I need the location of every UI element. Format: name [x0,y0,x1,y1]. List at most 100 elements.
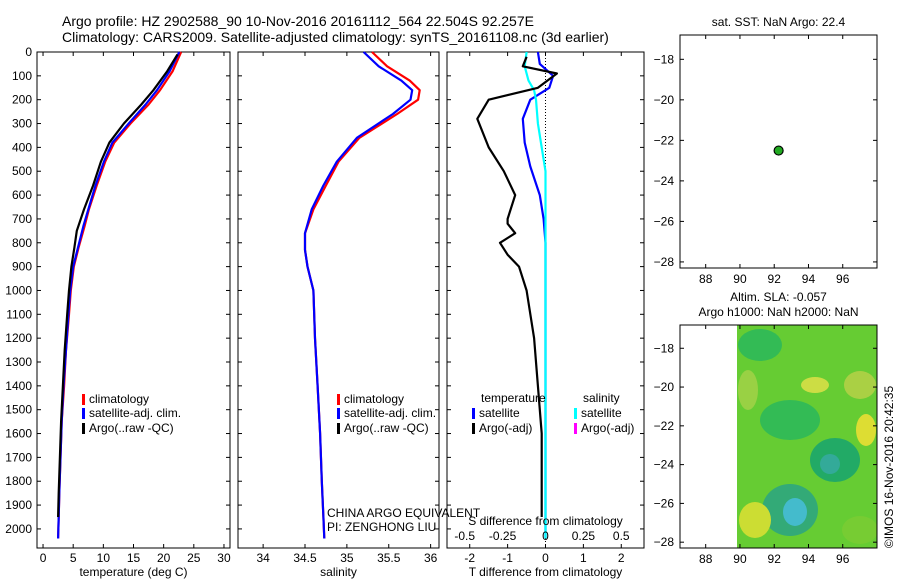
figure-title-line1: Argo profile: HZ 2902588_90 10-Nov-2016 … [62,13,534,29]
float-position-marker [773,145,784,156]
temperature-legend-satellite-label: satellite-adj. clim. [89,406,181,420]
depth-tick-label: 200 [12,93,32,107]
sst_map-ytick-label: −22 [654,133,675,147]
sla-heatmap [737,325,877,548]
sla_map-ytick-label: −20 [654,380,675,394]
sla_map-xtick-label: 94 [802,552,816,566]
sst_map-frame [679,34,878,269]
temperature-xlabel: temperature (deg C) [79,565,187,579]
temperature-xtick-label: 0 [40,551,47,565]
differences-xtick-label: -1 [502,551,513,565]
diff-legend-s-satellite-swatch [574,408,577,419]
depth-tick-label: 1200 [5,331,32,345]
depth-tick-label: 1900 [5,498,32,512]
sst_map-xtick-label: 96 [836,272,850,286]
sla_map-ytick-label: −24 [654,458,675,472]
salinity-xtick-label: 35 [340,551,354,565]
sla_map-xtick-label: 96 [836,552,850,566]
diff-legend-t-argo-label: Argo(-adj) [479,421,532,435]
depth-tick-label: 600 [12,188,32,202]
float-annotation-pi: PI: ZENGHONG LIU [327,520,436,534]
differences-xtick-label: 0 [542,551,549,565]
temperature-xtick-label: 30 [217,551,231,565]
sst_map-ytick-label: −24 [654,174,675,188]
depth-tick-label: 1700 [5,450,32,464]
sla-blob [842,516,877,544]
salinity-xtick-label: 35.5 [377,551,401,565]
sla-blob [820,454,840,474]
sla_map-title-2: Argo h1000: NaN h2000: NaN [698,305,858,319]
sla_map-xtick-label: 92 [768,552,782,566]
float-annotation-program: CHINA ARGO EQUIVALENT [327,506,481,520]
sla_map-frame [679,324,878,549]
differences-xtick-label: 1 [580,551,587,565]
sla-blob [801,377,829,393]
imos-timestamp: ©IMOS 16-Nov-2016 20:42:35 [882,386,896,549]
salinity-xtick-label: 34 [256,551,270,565]
differences-xlabel: T difference from climatology [469,565,623,579]
salinity-legend-climatology-label: climatology [344,392,404,406]
figure-title-line2: Climatology: CARS2009. Satellite-adjuste… [62,29,609,45]
sla_map-ytick-label: −26 [654,496,675,510]
salinity-legend-argo-label: Argo(..raw -QC) [344,421,429,435]
depth-tick-label: 1600 [5,427,32,441]
depth-tick-label: 2000 [5,522,32,536]
depth-tick-label: 400 [12,140,32,154]
temperature-series-climatology [57,51,183,539]
sla_map-ytick-label: −28 [654,535,675,549]
diff-top-xlabel: S difference from climatology [468,514,623,528]
temperature-xtick-label: 10 [97,551,111,565]
diff-legend-t-argo-swatch [472,423,475,434]
diff-legend-salinity-title: salinity [583,391,620,405]
sla_map-xtick-label: 90 [733,552,747,566]
temperature-xtick-label: 15 [127,551,141,565]
temperature-legend-climatology-label: climatology [89,392,149,406]
depth-tick-label: 700 [12,212,32,226]
diff-top-xtick-label: 0.5 [613,529,630,543]
temperature-frame [36,51,231,549]
salinity-frame [237,51,440,549]
depth-tick-label: 100 [12,69,32,83]
depth-tick-label: 1300 [5,355,32,369]
differences-series-targoadj [476,56,559,517]
sst_map-xtick-label: 94 [802,272,816,286]
sla-blob [783,498,807,526]
sst_map-xtick-label: 92 [768,272,782,286]
sst_map-ytick-label: −26 [654,214,675,228]
temperature-legend-argo-label: Argo(..raw -QC) [89,421,174,435]
diff-legend-s-argo-swatch [574,423,577,434]
diff-top-xtick-label: 0.25 [572,529,596,543]
sla_map-ytick-label: −18 [654,341,675,355]
salinity-xlabel: salinity [320,565,357,579]
depth-tick-label: 1400 [5,379,32,393]
depth-tick-label: 900 [12,260,32,274]
temperature-legend-satellite-swatch [82,408,85,419]
salinity-xtick-label: 36 [424,551,438,565]
temperature-legend-climatology-swatch [82,394,85,405]
diff-legend-temperature-title: temperature [481,391,546,405]
temperature-series-satelliteadjclim [57,51,181,539]
sst_map-xtick-label: 90 [733,272,747,286]
salinity-xtick-label: 34.5 [293,551,317,565]
depth-tick-label: 1800 [5,474,32,488]
temperature-series-argorawqc [57,53,179,518]
diff-top-xtick-label: -0.5 [454,529,475,543]
temperature-legend-argo-swatch [82,423,85,434]
salinity-legend-climatology-swatch [337,394,340,405]
salinity-legend-satellite-swatch [337,408,340,419]
salinity-series-satelliteadjclim [303,51,414,539]
depth-tick-label: 1500 [5,403,32,417]
depth-tick-label: 300 [12,117,32,131]
sla-blob [760,400,820,440]
depth-tick-label: 1100 [6,307,32,321]
depth-tick-label: 500 [12,164,32,178]
salinity-legend-argo-swatch [337,423,340,434]
sla-blob [739,502,771,538]
sst_map-title-1: sat. SST: NaN Argo: 22.4 [712,15,846,29]
sla_map-title-1: Altim. SLA: -0.057 [730,290,827,304]
differences-xtick-label: 2 [618,551,625,565]
sla-blob [738,329,782,361]
diff-legend-t-satellite-label: satellite [479,406,520,420]
temperature-xtick-label: 25 [187,551,201,565]
sla-blob [844,371,876,399]
